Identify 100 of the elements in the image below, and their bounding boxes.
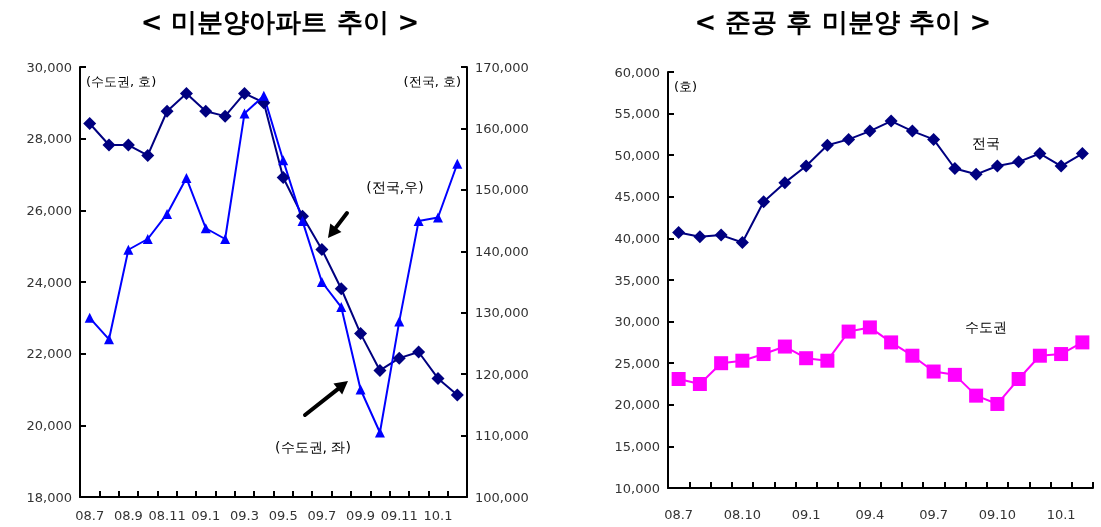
x-tick-label: 09.4 [855,507,885,522]
point [258,90,269,101]
chart-title: < 미분양아파트 추이 > [140,7,420,37]
point [199,104,213,118]
x-tick-label: 08.9 [113,508,143,523]
y-tick-label: 15,000 [614,438,660,454]
point [121,138,135,152]
y-tick-label: 26,000 [26,202,72,218]
text: 수도권 [965,319,1007,335]
annotation: (수도권, 좌) [275,439,351,455]
point [315,242,329,256]
point [278,155,289,166]
x-tick-label: 09.1 [791,507,821,522]
point [237,86,251,100]
point [355,384,366,395]
point [969,388,984,403]
y-tick-label: 55,000 [614,106,660,122]
point [220,234,231,244]
point [778,176,792,190]
x-tick-label: 09.7 [919,507,949,522]
point [948,162,962,176]
x-tick-label: 09.5 [268,508,298,523]
y2-tick-label: 110,000 [475,428,529,444]
point [450,388,464,402]
y-tick-label: 20,000 [26,417,72,433]
point [735,236,749,250]
x-tick-label: 10.1 [423,508,453,523]
point [692,377,707,391]
y-tick-label: 25,000 [614,355,660,371]
point [1054,159,1068,173]
y2-tick-label: 140,000 [475,243,529,259]
point [394,316,405,327]
point [218,109,232,123]
point [179,86,193,100]
point [84,312,95,323]
point [102,138,116,152]
point [927,132,941,146]
point [841,324,856,339]
y-tick-label: 30,000 [614,314,660,330]
point [104,334,115,345]
y-tick-label: 40,000 [614,230,660,246]
point [162,208,173,219]
point [756,347,771,362]
point [757,195,771,209]
point [672,226,686,240]
x-tick-label: 08.7 [664,507,694,522]
point [297,216,308,227]
point [714,356,729,371]
y-tick-label: 18,000 [26,489,72,505]
x-tick-label: 08.7 [75,508,105,523]
point [123,244,134,255]
y2-tick-label: 160,000 [475,120,529,136]
y-tick-label: 28,000 [26,131,72,147]
point [884,114,898,128]
x-tick-label: 08.10 [723,507,761,522]
y-tick-label: 20,000 [614,397,660,413]
point [969,167,983,181]
x-tick-label: 09.3 [230,508,259,523]
y2-tick-label: 150,000 [475,182,529,198]
point [990,159,1004,173]
point [142,234,153,244]
point [1075,147,1089,161]
point [905,348,920,363]
point [714,228,728,242]
point [354,327,368,341]
x-tick-label: 10.1 [1046,507,1076,522]
point [1011,372,1026,387]
point [777,339,792,354]
point [316,277,327,287]
point [239,108,250,119]
y-tick-label: 24,000 [26,274,72,290]
point [1075,335,1090,350]
point [799,159,813,173]
point [412,345,426,359]
point [276,171,290,185]
point [181,173,192,184]
point [336,302,347,313]
point [693,230,707,244]
point [820,353,835,368]
point [200,223,211,234]
point [820,138,834,152]
point [905,124,919,138]
y-tick-label: 35,000 [614,272,660,288]
point [842,132,856,146]
y-axis-title: (수도권, 호) [86,73,157,89]
y-tick-label: 30,000 [26,59,72,75]
y2-tick-label: 130,000 [475,305,529,321]
y-tick-label: 10,000 [614,480,660,496]
point [1032,348,1047,363]
point [735,353,750,368]
point [374,427,385,438]
point [863,124,877,138]
y-tick-label: 50,000 [614,147,660,163]
point [671,372,686,387]
point [1033,147,1047,161]
point [431,371,445,385]
point [160,104,174,118]
point [1054,347,1069,362]
y2-tick-label: 170,000 [475,59,529,75]
point [926,364,941,379]
